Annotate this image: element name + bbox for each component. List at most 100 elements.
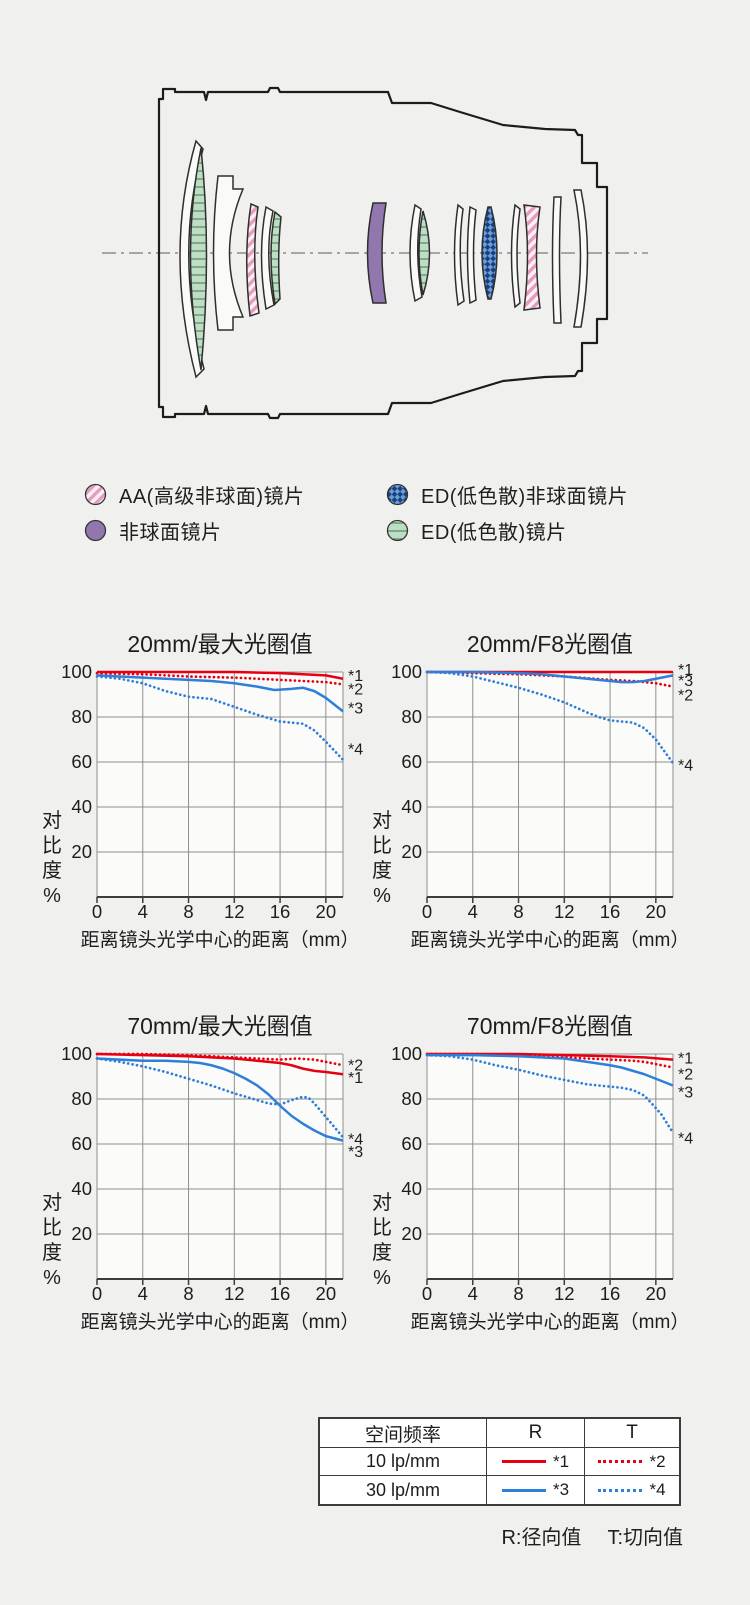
x-tick-label: 8 — [513, 1283, 523, 1304]
y-tick-label: 20 — [401, 1223, 422, 1244]
mtf-curve-3 — [96, 1057, 344, 1142]
x-tick-label: 4 — [468, 901, 478, 922]
y-axis-label-char: 对 — [42, 1191, 62, 1214]
pink-hatch-swatch-icon — [84, 483, 107, 505]
plot-area — [97, 672, 343, 897]
y-axis-label-char: 度 — [42, 859, 62, 882]
y-axis-label-char: % — [43, 885, 61, 907]
y-axis-label-char: 对 — [372, 1191, 392, 1214]
y-tick-label: 40 — [401, 1178, 422, 1199]
x-tick-label: 0 — [422, 901, 432, 922]
curve-end-label: *3 — [678, 1084, 693, 1101]
y-tick-label: 60 — [71, 751, 92, 772]
y-tick-label: 60 — [401, 751, 422, 772]
blue-check-swatch-icon — [386, 483, 409, 505]
y-axis-label-char: 度 — [372, 859, 392, 882]
curve-end-label: *4 — [678, 757, 693, 774]
table-cell-r-10: *1 — [487, 1448, 585, 1476]
legend-label-aspherical: 非球面镜片 — [119, 521, 222, 544]
x-tick-label: 20 — [316, 1283, 337, 1304]
table-cell-freq-30: 30 lp/mm — [320, 1476, 487, 1504]
table-header-tangential: T — [585, 1419, 679, 1448]
x-axis-caption: 距离镜头光学中心的距离（mm） — [81, 1311, 360, 1333]
lens-element-clear-9 — [573, 189, 589, 328]
mtf-chart-20mm-f8: *1*3*2 *4 20mm/F8光圈值 100 80 60 40 20 0 4 8 12 16 20 对比… — [372, 631, 693, 951]
curve-end-label: *1 — [348, 1070, 363, 1087]
chart-title: 20mm/F8光圈值 — [467, 631, 633, 657]
lens-element-ed-2 — [270, 210, 282, 306]
x-tick-label: 0 — [92, 901, 102, 922]
lens-element-clear-4 — [409, 203, 423, 303]
x-tick-label: 16 — [270, 901, 291, 922]
lens-element-clear-5 — [453, 203, 465, 307]
y-axis-label-char: 比 — [372, 834, 392, 857]
x-tick-label: 0 — [92, 1283, 102, 1304]
purple-solid-swatch-icon — [84, 519, 107, 541]
curve-end-label: *2 — [678, 688, 693, 705]
curve-label-1: *1 — [552, 1451, 570, 1471]
y-tick-label: 100 — [61, 1043, 92, 1064]
legend-label-aa: AA(高级非球面)镜片 — [119, 485, 305, 508]
mtf-curve-3 — [427, 1053, 674, 1087]
mtf-curve-2 — [95, 671, 345, 686]
x-axis-caption: 距离镜头光学中心的距离（mm） — [411, 1311, 690, 1333]
y-tick-label: 100 — [61, 661, 92, 682]
legend-item-ed-aspherical: ED(低色散)非球面镜片 — [386, 481, 629, 508]
mtf-curve-3 — [427, 670, 674, 684]
legend-item-ed: ED(低色散)镜片 — [386, 517, 567, 544]
table-header-radial: R — [487, 1419, 585, 1448]
table-header-frequency: 空间频率 — [320, 1419, 487, 1448]
lens-element-clear-2 — [212, 175, 245, 331]
curve-end-label: *1 — [678, 1051, 693, 1068]
x-tick-label: 4 — [138, 901, 148, 922]
curve-end-label: *1 — [678, 662, 693, 679]
table-cell-t-30: *4 — [585, 1476, 679, 1504]
mtf-curve-1 — [97, 670, 344, 680]
chart-title: 70mm/F8光圈值 — [467, 1013, 633, 1039]
legend-item-aa: AA(高级非球面)镜片 — [84, 481, 305, 508]
x-tick-label: 4 — [468, 1283, 478, 1304]
curve-end-label: *4 — [348, 1132, 363, 1149]
y-tick-label: 80 — [401, 706, 422, 727]
x-axis-caption: 距离镜头光学中心的距离（mm） — [411, 929, 690, 951]
y-tick-label: 40 — [71, 796, 92, 817]
x-tick-label: 12 — [554, 901, 575, 922]
lens-barrel-outline — [157, 86, 609, 420]
curve-end-label: *1 — [348, 668, 363, 685]
plot-area — [427, 1054, 673, 1279]
x-tick-label: 0 — [422, 1283, 432, 1304]
x-tick-label: 16 — [270, 1283, 291, 1304]
curve-end-label: *2 — [348, 681, 363, 698]
chart-title: 70mm/最大光圈值 — [127, 1013, 312, 1039]
table-cell-t-10: *2 — [585, 1448, 679, 1476]
y-tick-label: 100 — [391, 1043, 422, 1064]
y-tick-label: 80 — [401, 1088, 422, 1109]
x-axis-caption: 距离镜头光学中心的距离（mm） — [81, 929, 360, 951]
curve-end-label: *2 — [678, 1066, 693, 1083]
lens-element-clear-1 — [179, 139, 205, 379]
table-cell-freq-10: 10 lp/mm — [320, 1448, 487, 1476]
y-axis-label-char: 对 — [372, 809, 392, 832]
x-tick-label: 12 — [224, 901, 245, 922]
y-axis-label-char: 比 — [372, 1216, 392, 1239]
y-axis-label-char: % — [373, 885, 391, 907]
curve-end-label: *3 — [348, 1144, 363, 1161]
legend-item-aspherical: 非球面镜片 — [84, 517, 222, 544]
x-tick-label: 12 — [224, 1283, 245, 1304]
green-stripe-swatch-icon — [386, 519, 409, 541]
lens-element-ed-aspherical — [481, 206, 498, 300]
mtf-chart-70mm-f8: *1*2*3 *4 70mm/F8光圈值 100 80 60 40 20 0 4 8 12 16 20 对比… — [372, 1013, 693, 1333]
mtf-curve-4 — [95, 1057, 345, 1139]
rt-footnote: R:径向值 T:切向值 — [501, 1521, 683, 1550]
y-tick-label: 20 — [401, 841, 422, 862]
mtf-curve-4 — [425, 1053, 675, 1135]
mtf-curve-4 — [425, 670, 675, 765]
y-tick-label: 80 — [71, 706, 92, 727]
lens-element-aa-2 — [523, 204, 541, 311]
plot-area — [97, 1054, 343, 1279]
y-tick-label: 20 — [71, 1223, 92, 1244]
x-tick-label: 16 — [600, 901, 621, 922]
lens-element-ed-3 — [418, 210, 431, 296]
legend-label-ed-aspherical: ED(低色散)非球面镜片 — [421, 485, 629, 508]
